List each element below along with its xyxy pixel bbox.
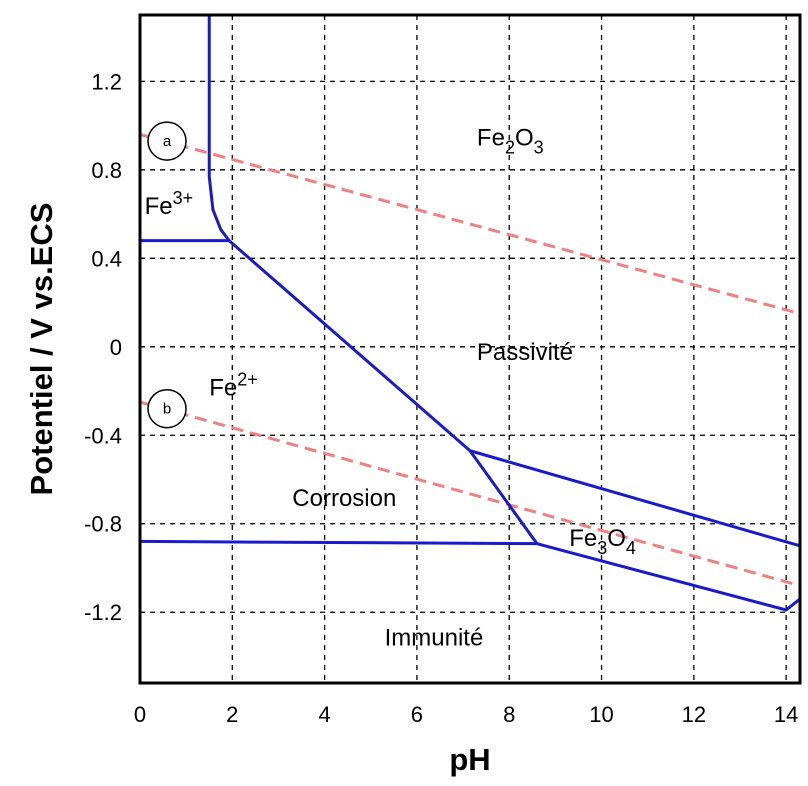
boundary-fe3-fe2o3 [207, 15, 231, 242]
boundary-fe2-fe2o3 [228, 239, 471, 452]
x-tick-label: 6 [411, 702, 423, 727]
reference-line-b [139, 400, 801, 588]
reference-line-a [139, 132, 801, 316]
y-tick-label: 1.2 [91, 69, 122, 94]
x-tick-label: 12 [682, 702, 706, 727]
boundary-fe-fe3o4 [536, 542, 801, 612]
x-tick-labels: 0 2 4 6 8 10 12 14 [134, 702, 799, 727]
reference-lines [139, 132, 801, 588]
marker-label-b: b [163, 401, 171, 418]
plot-frame [138, 13, 802, 685]
boundary-fe-fe2 [139, 539, 537, 546]
y-tick-label: -1.2 [84, 600, 122, 625]
phase-boundaries [139, 15, 802, 613]
region-label-fe2o3: Fe2O3 [477, 125, 544, 158]
x-tick-label: 8 [503, 702, 515, 727]
x-tick-label: 14 [774, 702, 798, 727]
y-tick-labels: 1.2 0.8 0.4 0 -0.4 -0.8 -1.2 [84, 69, 122, 625]
region-label-fe3: Fe3+ [145, 188, 194, 220]
y-tick-label: 0.8 [91, 158, 122, 183]
boundary-fe2-fe3o4 [468, 449, 539, 545]
boundary-fe3o4-fe2o3 [469, 449, 801, 548]
y-axis-label: Potentiel / V vs.ECS [24, 203, 59, 496]
y-tick-label: 0.4 [91, 246, 122, 271]
marker-circle-a [147, 121, 187, 161]
grid-lines [140, 15, 800, 683]
x-tick-label: 4 [318, 702, 330, 727]
x-tick-label: 10 [589, 702, 613, 727]
y-tick-label: -0.8 [84, 512, 122, 537]
region-labels: Fe2O3 Fe3+ Passivité Fe2+ Corrosion Fe3O4 Immu… [145, 125, 636, 652]
region-label-corrosion: Corrosion [292, 485, 396, 512]
x-axis-label: pH [449, 742, 490, 777]
x-tick-label: 2 [226, 702, 238, 727]
region-label-passivite: Passivité [477, 339, 573, 366]
region-label-fe3o4: Fe3O4 [569, 525, 636, 558]
marker-label-a: a [163, 133, 172, 150]
reference-markers: ab [147, 121, 187, 429]
region-label-immunite: Immunité [385, 624, 484, 651]
region-label-fe2: Fe2+ [209, 369, 258, 401]
x-tick-label: 0 [134, 702, 146, 727]
marker-circle-b [147, 388, 187, 429]
y-tick-label: -0.4 [84, 423, 122, 448]
y-tick-label: 0 [110, 335, 122, 360]
